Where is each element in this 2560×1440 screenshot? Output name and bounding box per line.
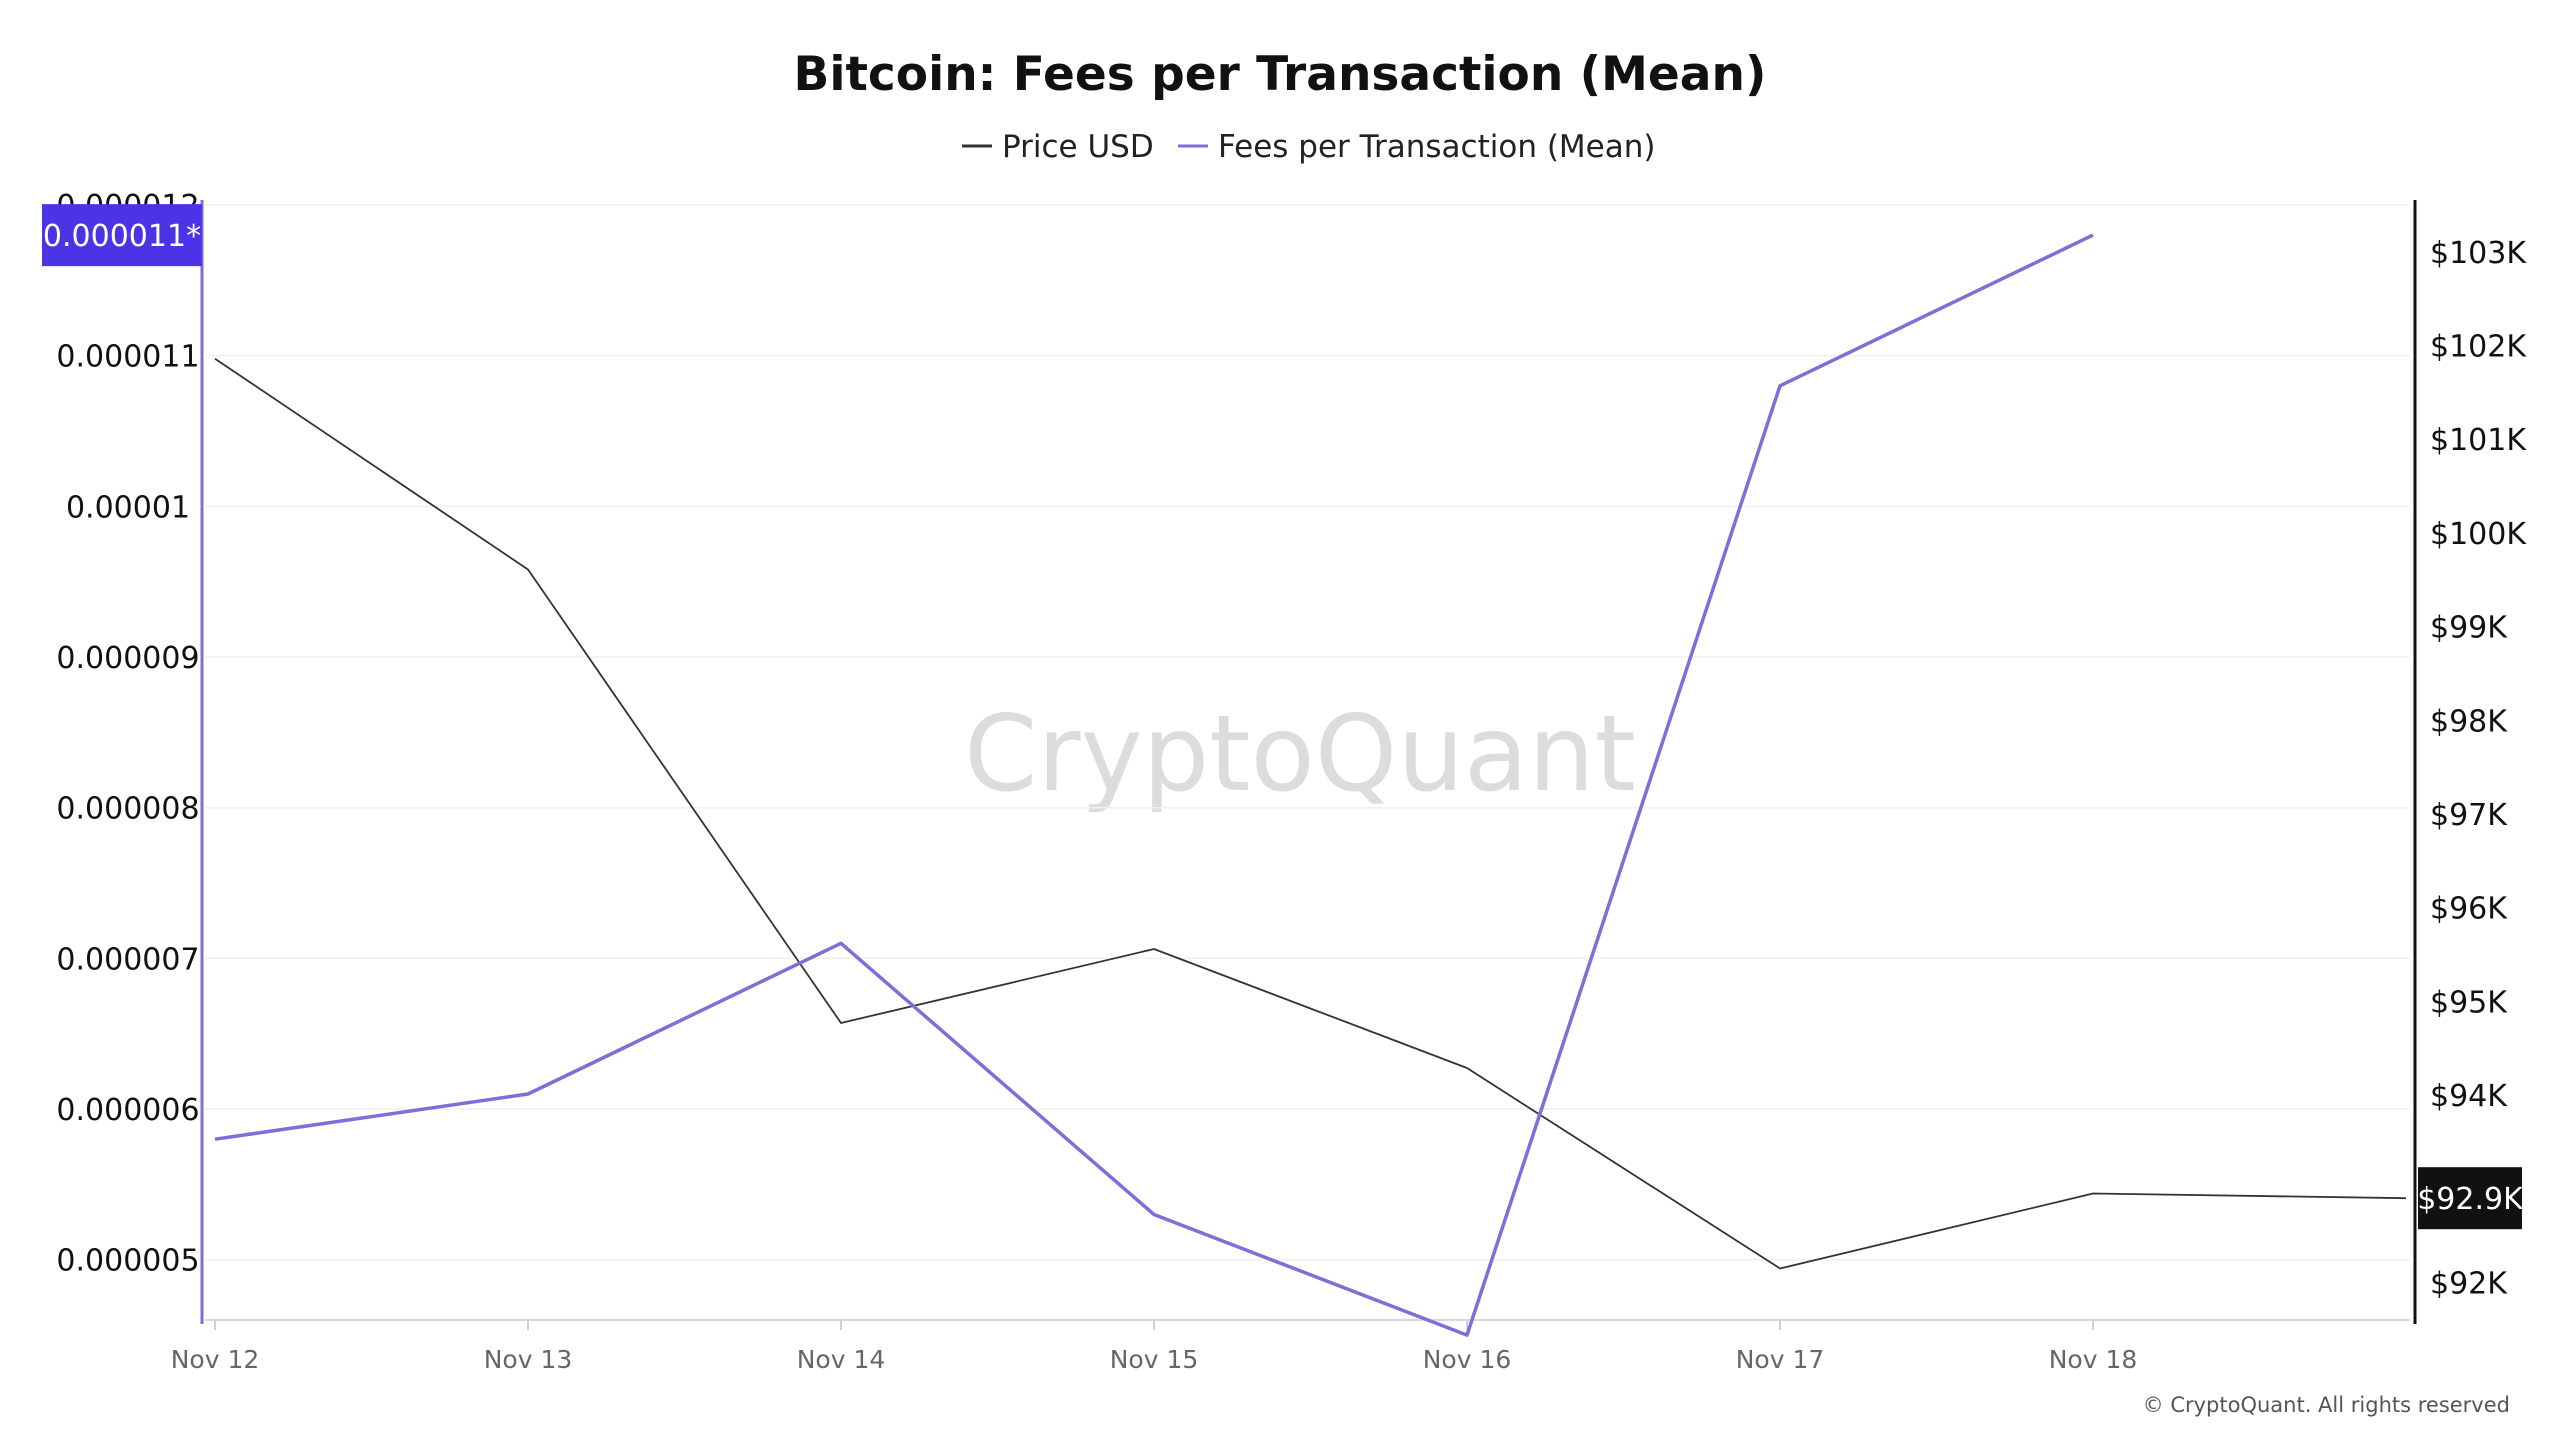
left-value-tag-label: 0.000011* xyxy=(43,219,201,254)
series-layer xyxy=(214,233,2407,1337)
right-value-tag-label: $92.9K xyxy=(2417,1182,2524,1217)
x-tick-label: Nov 18 xyxy=(2049,1345,2138,1374)
x-tick-label: Nov 12 xyxy=(171,1345,260,1374)
left-axis-ticks: 0.0000120.0000110.000010.0000090.0000080… xyxy=(56,189,199,1279)
gridlines xyxy=(205,204,2410,1261)
right-tick-label: $95K xyxy=(2430,985,2508,1020)
x-tick-label: Nov 13 xyxy=(484,1345,573,1374)
x-tick-label: Nov 15 xyxy=(1110,1345,1199,1374)
right-tick-label: $101K xyxy=(2430,423,2527,458)
axes xyxy=(200,200,2417,1324)
right-tick-label: $94K xyxy=(2430,1079,2508,1114)
left-value-tag xyxy=(42,204,202,267)
right-tick-label: $100K xyxy=(2430,517,2527,552)
fees-per-transaction-line xyxy=(214,233,2094,1337)
value-tags: 0.000011* $92.9K xyxy=(42,204,2524,1230)
right-axis-ticks: $103K $102K $101K $100K $99K $98K $97K $96K $95K… xyxy=(2430,236,2527,1302)
price-usd-line xyxy=(214,357,2407,1270)
copyright: © CryptoQuant. All rights reserved xyxy=(2143,1393,2510,1417)
x-axis-ticks: Nov 12 Nov 13 Nov 14 Nov 15 Nov 16 Nov 17 Nov … xyxy=(171,1320,2138,1374)
right-value-tag xyxy=(2418,1167,2522,1230)
left-tick-label: 0.000007 xyxy=(56,942,199,977)
legend-label: Fees per Transaction (Mean) xyxy=(1218,129,1655,165)
right-tick-label: $92K xyxy=(2430,1267,2508,1302)
right-tick-label: $99K xyxy=(2430,611,2508,646)
left-tick-label: 0.000008 xyxy=(56,792,199,827)
right-tick-label: $98K xyxy=(2430,704,2508,739)
x-tick-label: Nov 17 xyxy=(1736,1345,1825,1374)
left-tick-label: 0.00001 xyxy=(66,490,190,525)
legend-label: Price USD xyxy=(1002,129,1154,165)
right-tick-label: $97K xyxy=(2430,798,2508,833)
left-tick-label: 0.000005 xyxy=(56,1244,199,1279)
x-tick-label: Nov 16 xyxy=(1423,1345,1512,1374)
right-tick-label: $96K xyxy=(2430,892,2508,927)
left-tick-label: 0.000011 xyxy=(56,340,199,375)
left-tick-label: 0.000009 xyxy=(56,641,199,676)
right-tick-label: $102K xyxy=(2430,330,2527,365)
legend: Price USD Fees per Transaction (Mean) xyxy=(962,129,1655,165)
chart-title: Bitcoin: Fees per Transaction (Mean) xyxy=(794,47,1767,102)
watermark: CryptoQuant xyxy=(964,693,1636,815)
right-tick-label: $103K xyxy=(2430,236,2527,271)
left-tick-label: 0.000006 xyxy=(56,1093,199,1128)
x-tick-label: Nov 14 xyxy=(797,1345,886,1374)
